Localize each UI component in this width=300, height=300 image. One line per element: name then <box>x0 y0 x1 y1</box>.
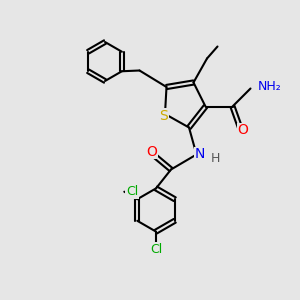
Text: H: H <box>210 152 220 165</box>
Text: N: N <box>194 148 205 161</box>
Text: S: S <box>159 109 168 122</box>
Text: O: O <box>146 145 157 158</box>
Text: Cl: Cl <box>126 185 138 198</box>
Text: NH₂: NH₂ <box>258 80 282 94</box>
Text: Cl: Cl <box>150 243 162 256</box>
Text: O: O <box>238 124 248 137</box>
